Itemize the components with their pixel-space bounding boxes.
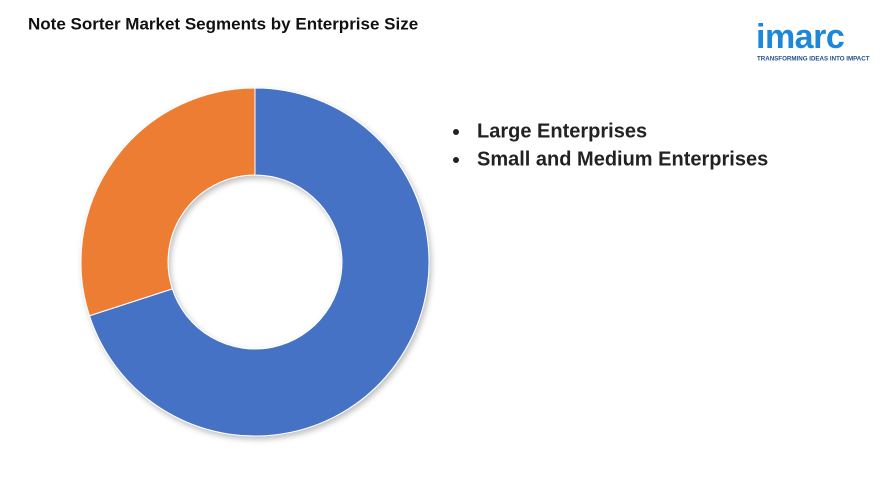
logo-name: imarc — [756, 18, 844, 56]
slice — [88, 87, 430, 437]
donut — [80, 87, 430, 437]
legend: Large Enterprises Small and Medium Enterp… — [453, 120, 768, 170]
legend-label: Small and Medium Enterprises — [477, 148, 768, 170]
legend-label: Large Enterprises — [477, 120, 647, 142]
legend-bullet — [453, 129, 459, 135]
legend-bullet — [453, 157, 459, 163]
chart-title: Note Sorter Market Segments by Enterpris… — [28, 14, 418, 33]
slice — [80, 87, 256, 317]
logo-tagline: TRANSFORMING IDEAS INTO IMPACT — [757, 56, 870, 63]
